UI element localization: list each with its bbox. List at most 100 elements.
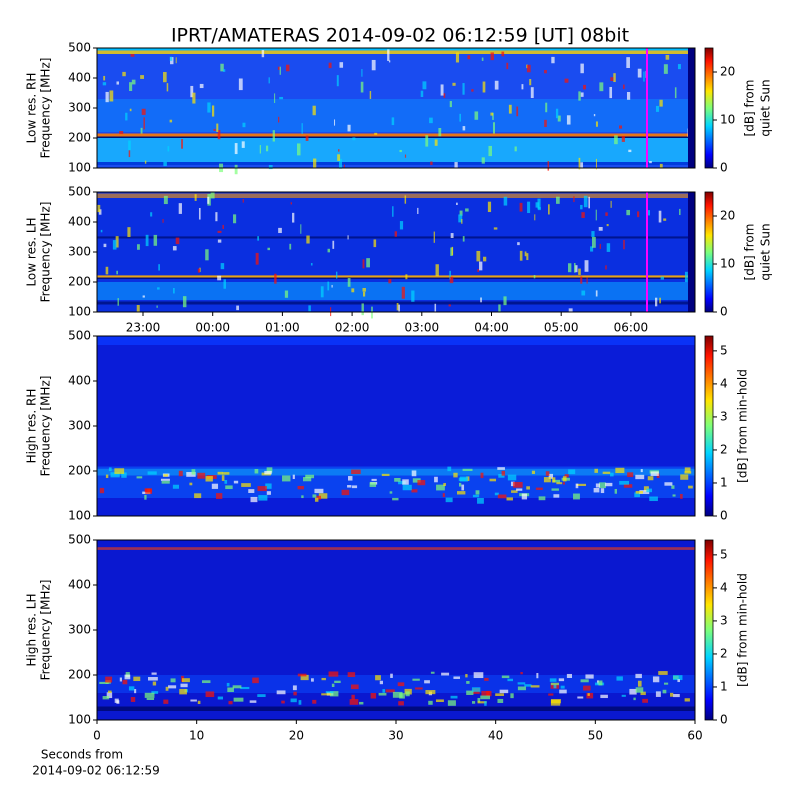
spectrogram-speck [626,57,630,68]
spectrogram-speck [449,101,452,108]
spectrogram-speck [438,127,442,137]
spectrogram-speck [220,63,224,72]
spectrogram-speck [422,81,427,90]
spectrogram-speck [234,164,238,175]
spectrogram-speck [279,66,281,75]
spectrogram-speck [151,691,159,694]
spectrogram-speck [628,149,632,153]
spectrogram-speck [498,304,501,313]
spectrogram-speck [586,277,588,284]
spectrogram-speck [477,701,487,704]
colorbar [704,539,714,721]
colorbar-tick-label: 5 [720,343,728,357]
spectrogram-speck [535,202,540,208]
spectrogram-speck [519,250,523,261]
spectrogram-speck [161,480,170,484]
spectrogram-speck [242,198,244,203]
colorbar [704,335,714,517]
spectrogram-speck [498,473,505,478]
spectrogram-speck [430,671,435,674]
spectrogram-speck [119,677,122,682]
spectrogram-speck [220,263,225,270]
time-tick-label: 03:00 [405,321,440,335]
spectrogram-speck [305,474,315,479]
spectrogram-speck [526,253,529,261]
spectrogram-speck [610,472,614,477]
spectrogram-speck [105,676,113,683]
spectrogram-speck [362,288,366,292]
spectrogram-speck [194,493,202,499]
spectrogram-speck [478,261,483,271]
y-tick-label: 400 [68,374,91,388]
spectrogram-band [97,99,695,132]
spectrogram-speck [207,102,211,113]
spectrogram-speck [646,488,653,493]
spectrogram-speck [591,236,596,248]
spectrogram-speck [577,696,584,699]
spectrogram-speck [130,697,136,702]
spectrogram-speck [537,198,541,209]
spectrogram-speck [158,264,160,271]
spectrogram-speck [189,482,193,486]
spectrogram-band [97,468,695,476]
spectrogram-speck [516,106,519,117]
y-tick-label: 100 [68,305,91,319]
spectrogram-speck [217,239,222,243]
spectrogram-speck [257,694,266,697]
spectrogram-speck [301,123,303,134]
spectrogram-speck [477,497,484,504]
spectrogram-speck [483,256,487,262]
spectrogram-speck [371,306,373,319]
spectrogram-speck [655,691,661,697]
spectrogram-speck [466,681,470,684]
spectrogram-speck [516,488,523,491]
x-tick-label: 30 [388,729,403,743]
spectrogram-speck [398,304,400,315]
spectrogram-speck [629,688,637,695]
spectrogram-speck [553,684,557,689]
spectrogram-speck [680,493,683,499]
spectrogram-speck [222,472,230,475]
spectrogram-speck [555,108,559,119]
spectrogram-speck [573,196,575,203]
y-tick-label: 100 [68,713,91,727]
y-axis-label: Low res. RH [25,73,39,144]
y-tick-label: 300 [68,101,91,115]
spectrogram-speck [566,673,573,678]
spectrogram-speck [621,135,625,142]
spectrogram-speck [471,89,474,92]
spectrogram-speck [144,488,152,492]
spectrogram-speck [672,494,676,497]
spectrogram-speck [548,473,554,479]
spectrogram-speck [507,678,514,682]
spectrogram-speck [405,274,408,280]
spectrogram-speck [331,683,335,688]
spectrogram-speck [207,196,210,204]
spectrogram-speck [552,479,561,483]
x-tick-label: 60 [687,729,702,743]
spectrogram-speck [181,678,190,683]
spectrogram-speck [550,699,561,706]
spectrogram-speck [297,485,304,490]
spectrogram-speck [366,258,370,268]
x-tick-label: 20 [289,729,304,743]
spectrogram-speck [524,684,532,687]
spectrogram-speck [436,484,445,491]
spectrogram-speck [494,80,499,90]
spectrogram-speck [160,478,170,481]
spectrogram-speck [136,476,143,479]
spectrogram-speck [394,477,401,482]
spectrogram-speck [312,699,317,704]
spectrogram-speck [227,687,234,693]
spectrogram-speck [276,690,286,695]
spectrogram-speck [556,196,560,204]
spectrogram-speck [254,468,259,474]
spectrogram-speck [316,495,321,500]
spectrogram-speck [510,693,514,699]
spectrogram-speck [450,695,458,699]
colorbar-tick-label: 3 [720,409,728,423]
spectrogram-speck [290,202,293,205]
spectrogram-speck [521,84,524,90]
spectrogram-speck [105,266,109,275]
spectrogram-speck [568,308,573,318]
